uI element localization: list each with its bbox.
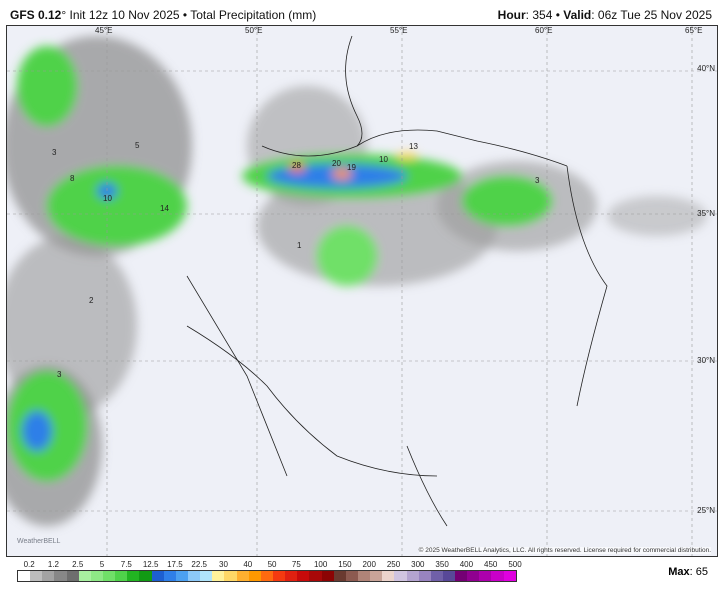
colorbar-swatch [333,571,346,581]
map-title: GFS 0.12° Init 12z 10 Nov 2025 • Total P… [10,8,317,22]
contour-label: 14 [160,204,169,213]
colorbar-swatch [394,571,407,581]
colorbar-swatch [78,571,91,581]
colorbar-swatch [406,571,419,581]
colorbar-swatch [187,571,201,581]
colorbar-swatch [479,571,492,581]
colorbar-swatch [467,571,480,581]
colorbar-tick-label: 30 [219,560,228,569]
colorbar-tick-label: 22.5 [191,560,207,569]
colorbar-swatch [309,571,322,581]
colorbar-swatch [151,571,164,581]
lon-label: 50°E [245,26,263,35]
colorbar-swatch [18,571,31,581]
colorbar-swatch [297,571,310,581]
colorbar-swatch [115,571,128,581]
colorbar-tick-label: 2.5 [72,560,84,569]
colorbar-swatch [236,571,249,581]
lat-label: 30°N [697,356,715,365]
colorbar-swatch [370,571,383,581]
colorbar-swatch [491,571,504,581]
contour-label: 2 [89,296,94,305]
colorbar-swatch [175,571,188,581]
colorbar-swatch [66,571,79,581]
colorbar-swatch [163,571,176,581]
precipitation-map: 45°E 50°E 55°E 60°E 65°E 40°N 35°N 30°N … [6,25,718,557]
contour-label: 28 [292,161,301,170]
lon-label: 55°E [390,26,408,35]
colorbar-swatch [321,571,334,581]
colorbar-swatch [418,571,431,581]
contour-label: 3 [535,176,540,185]
colorbar-tick-label: 100 [313,560,328,569]
borders [186,35,608,527]
colorbar-tick-label: 12.5 [142,560,159,569]
colorbar-swatch [357,571,371,581]
colorbar-swatch [200,571,213,581]
colorbar-tick-label: 0.2 [23,560,35,569]
colorbar-tick-label: 50 [267,560,277,569]
colorbar-swatch [382,571,395,581]
lon-label: 45°E [95,26,113,35]
colorbar-swatch [248,571,261,581]
colorbar-tick-label: 17.5 [167,560,183,569]
contour-label: 13 [409,142,418,151]
lon-label: 65°E [685,26,703,35]
contour-label: 3 [52,148,57,157]
copyright: © 2025 WeatherBELL Analytics, LLC. All r… [418,547,711,554]
colorbar-swatch [285,571,298,581]
valid-time: Hour: 354 • Valid: 06z Tue 25 Nov 2025 [497,8,712,22]
colorbar-tick-label: 450 [484,560,498,569]
colorbar-tick-label: 300 [411,560,425,569]
colorbar-swatch [139,571,152,581]
precip-field [7,26,717,556]
colorbar-tick-label: 250 [386,560,401,569]
precip-shading [7,36,707,526]
colorbar-tick-label: 5 [99,560,105,569]
colorbar-tick-label: 75 [291,560,301,569]
lat-label: 25°N [697,506,715,515]
lat-label: 40°N [697,64,715,73]
colorbar-swatch [442,571,456,581]
contour-label: 1 [297,241,302,250]
contour-label: 5 [135,141,140,150]
colorbar-swatch [54,571,67,581]
colorbar-tick-label: 150 [338,560,352,569]
colorbar-tick-label: 400 [459,560,474,569]
colorbar-swatch [345,571,358,581]
graticule [7,26,717,556]
lon-label: 60°E [535,26,553,35]
colorbar-tick-label: 350 [435,560,449,569]
colorbar-swatch [260,571,273,581]
contour-label: 20 [332,159,341,168]
colorbar-swatch [430,571,443,581]
colorbar-swatch [455,571,468,581]
colorbar-swatch [127,571,140,581]
contour-label: 10 [379,155,388,164]
colorbar-tick-label: 500 [508,560,522,569]
colorbar-ticks: 0.2 1.2 2.5 5 7.5 12.5 17.5 22.5 30 40 50 75 100 150 2… [17,560,522,570]
colorbar-tick-label: 1.2 [47,560,59,569]
contour-label: 19 [347,163,356,172]
contour-label: 3 [57,370,62,379]
contour-label: 8 [70,174,75,183]
colorbar-swatch [30,571,43,581]
colorbar-tick-label: 200 [362,560,376,569]
lat-label: 35°N [697,209,715,218]
contour-label: 10 [103,194,112,203]
colorbar-tick-label: 7.5 [120,560,132,569]
colorbar-swatch [272,571,286,581]
colorbar-swatch [212,571,225,581]
colorbar-swatch [224,571,237,581]
colorbar-swatch [42,571,55,581]
max-value: Max: 65 [668,566,708,578]
colorbar-tick-label: 40 [243,560,253,569]
weatherbell-logo: WeatherBELL [17,538,61,545]
colorbar-swatch [102,571,116,581]
colorbar-swatch [90,571,103,581]
colorbar [17,570,517,582]
colorbar-swatch [503,571,516,581]
